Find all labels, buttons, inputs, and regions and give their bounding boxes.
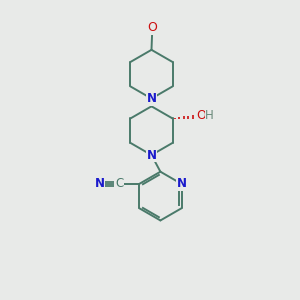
Text: C: C (115, 177, 123, 190)
Text: N: N (176, 177, 187, 190)
Text: H: H (148, 21, 157, 34)
Polygon shape (148, 99, 154, 106)
Text: N: N (95, 177, 105, 190)
Text: N: N (146, 92, 157, 105)
Text: H: H (206, 109, 214, 122)
Text: O: O (196, 109, 206, 122)
Text: N: N (146, 148, 157, 162)
Text: O: O (148, 21, 158, 34)
